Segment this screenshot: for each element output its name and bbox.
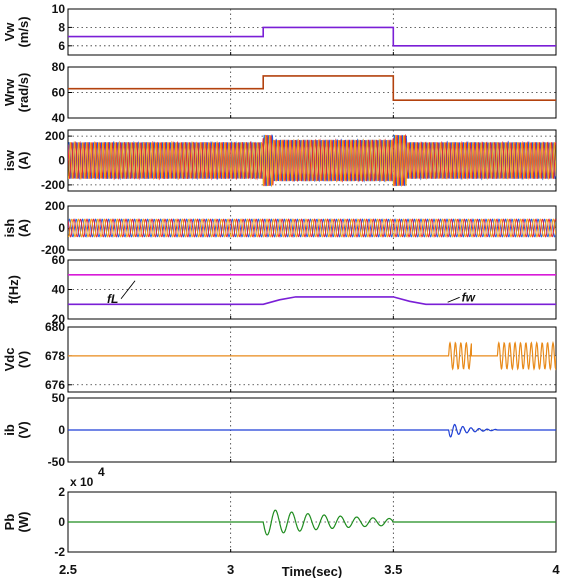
panel-4: 60 40 20 f(Hz) fL fw — [6, 253, 557, 326]
y-tick-label: -50 — [48, 455, 66, 469]
phase-current-line — [68, 218, 556, 238]
phase-current-line — [68, 218, 556, 238]
y-tick-label: 40 — [52, 111, 66, 125]
panel-7: 2 0 -2 Pb (W) x 10 4 — [2, 465, 557, 559]
y-tick-label: 0 — [58, 423, 65, 437]
y-tick-label: 20 — [52, 312, 66, 326]
y-tick-label: 60 — [52, 86, 66, 100]
panel-5: 680 678 676 Vdc (V) — [2, 320, 557, 393]
x-tick-label: 3 — [227, 562, 234, 577]
phase-current-line — [68, 134, 556, 188]
panel-frame — [67, 326, 557, 393]
series-group — [68, 340, 556, 371]
y-axis-label: f(Hz) — [6, 275, 21, 304]
y-tick-label: 0 — [58, 154, 65, 168]
y-tick-label: 6 — [58, 39, 65, 53]
phase-current-line — [68, 133, 556, 187]
y-axis-label: (A) — [16, 151, 31, 169]
annotation-arrow — [120, 280, 136, 300]
y-axis-label: Vw — [2, 22, 17, 42]
phase-current-line — [68, 133, 556, 187]
y-tick-label: 680 — [45, 320, 65, 334]
series-line — [68, 26, 556, 47]
series-group — [68, 26, 556, 47]
y-tick-label: -2 — [54, 545, 65, 559]
y-axis-label: Vdc — [2, 348, 17, 372]
y-axis-label: (V) — [16, 351, 31, 368]
panel-0: 10 8 6 Vw (m/s) — [2, 2, 557, 56]
y-tick-label: 80 — [52, 60, 66, 74]
annotation-label: fL — [107, 292, 118, 306]
y-axis-label: (rad/s) — [16, 73, 31, 113]
series-line — [68, 296, 556, 306]
x-tick-label: 3.5 — [384, 562, 402, 577]
y-tick-label: 200 — [45, 129, 65, 143]
axis-multiplier-exponent: 4 — [98, 465, 105, 479]
y-tick-label: 0 — [58, 221, 65, 235]
panel-1: 80 60 40 Wrw (rad/s) — [2, 60, 557, 125]
y-axis-label: Pb — [2, 514, 17, 531]
series-line — [68, 340, 556, 371]
y-tick-label: 678 — [45, 349, 65, 363]
y-axis-label: ib — [2, 424, 17, 436]
panel-frame — [67, 8, 557, 56]
x-tick-label: 2.5 — [59, 562, 77, 577]
annotation-label: fw — [462, 290, 476, 304]
axis-multiplier: x 10 — [70, 475, 94, 489]
x-axis-label: Time(sec) — [282, 564, 342, 578]
y-axis-label: (W) — [16, 512, 31, 533]
y-axis-label: Wrw — [2, 78, 17, 106]
panel-6: 50 0 -50 ib (V) — [2, 391, 557, 469]
y-tick-label: 0 — [58, 515, 65, 529]
series-line — [68, 509, 556, 536]
y-tick-label: 60 — [52, 253, 66, 267]
y-axis-label: (A) — [16, 219, 31, 237]
y-tick-label: 200 — [45, 199, 65, 213]
series-line — [68, 423, 556, 438]
panel-2: 200 0 -200 isw (A) — [2, 129, 557, 192]
x-tick-label: 4 — [552, 562, 560, 577]
series-line — [68, 75, 556, 101]
y-tick-label: 40 — [52, 283, 66, 297]
y-tick-label: 10 — [52, 2, 66, 16]
y-axis-label: (m/s) — [16, 16, 31, 47]
series-group — [68, 274, 556, 306]
y-tick-label: -200 — [41, 243, 65, 257]
y-axis-label: isw — [2, 149, 17, 171]
annotation-arrow — [447, 296, 460, 303]
series-group — [68, 75, 556, 101]
y-tick-label: 676 — [45, 378, 65, 392]
phase-current-line — [68, 218, 556, 238]
y-axis-label: (V) — [16, 421, 31, 438]
y-tick-label: 50 — [52, 391, 66, 405]
series-group — [68, 509, 556, 536]
panel-3: 200 0 -200 ish (A) — [2, 199, 557, 257]
y-tick-label: 2 — [58, 485, 65, 499]
y-tick-label: -200 — [41, 178, 65, 192]
series-group — [68, 423, 556, 438]
y-axis-label: ish — [2, 219, 17, 238]
series-group — [68, 133, 556, 188]
series-group — [68, 218, 556, 238]
y-tick-label: 8 — [58, 20, 65, 34]
